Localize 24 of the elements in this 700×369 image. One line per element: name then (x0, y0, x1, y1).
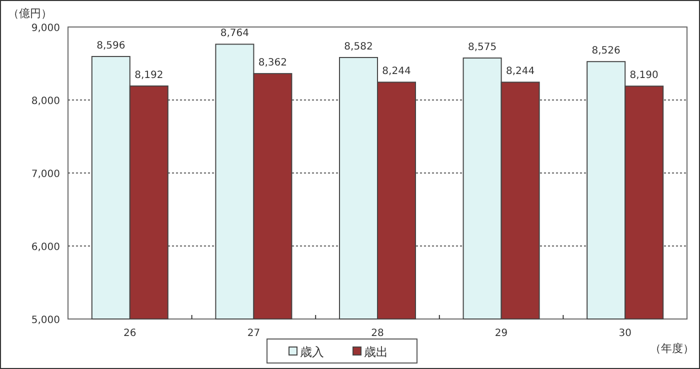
data-label: 8,575 (468, 42, 497, 54)
data-label: 8,596 (96, 40, 126, 52)
y-axis-title: （億円） (8, 7, 52, 20)
y-tick-label: 9,000 (31, 23, 60, 34)
data-label: 8,192 (134, 70, 164, 81)
y-tick-label: 8,000 (31, 96, 60, 107)
data-label: 8,582 (344, 42, 373, 53)
x-axis-title: （年度） (650, 342, 694, 355)
x-tick-label: 27 (247, 328, 260, 339)
x-tick-label: 28 (371, 328, 384, 339)
y-tick-label: 5,000 (31, 315, 60, 326)
x-tick-label: 29 (494, 328, 508, 339)
x-tick-label: 30 (618, 328, 632, 339)
x-tick-label: 26 (124, 328, 136, 339)
y-tick-label: 7,000 (31, 169, 60, 180)
data-label: 8,362 (258, 58, 288, 69)
data-label: 8,190 (630, 70, 658, 82)
data-label: 8,244 (506, 66, 535, 78)
legend-label: 歳入 (300, 345, 324, 359)
y-tick-label: 6,000 (31, 242, 60, 253)
data-label: 8,526 (592, 46, 620, 57)
legend-label: 歳出 (364, 345, 388, 359)
data-label: 8,244 (382, 66, 411, 78)
data-label: 8,764 (220, 28, 250, 40)
